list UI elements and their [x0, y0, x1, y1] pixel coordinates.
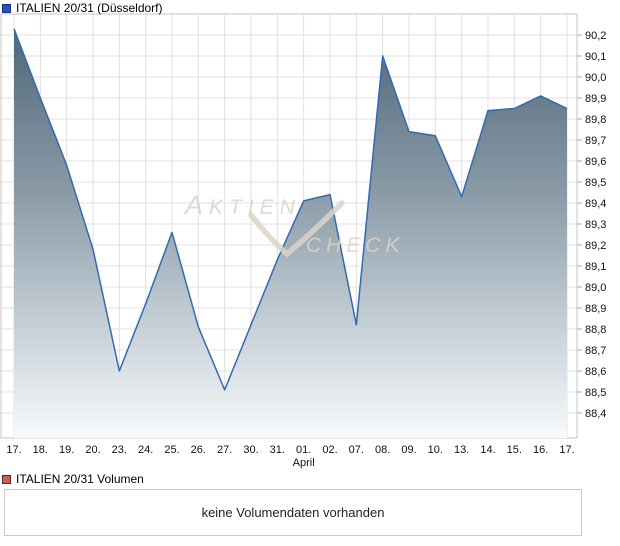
- svg-text:89,2: 89,2: [585, 240, 606, 252]
- svg-text:88,9: 88,9: [585, 303, 606, 315]
- svg-text:09.: 09.: [401, 444, 416, 456]
- svg-text:23.: 23.: [112, 444, 127, 456]
- svg-text:26.: 26.: [191, 444, 206, 456]
- svg-text:CHECK: CHECK: [306, 234, 405, 257]
- month-label: April: [293, 457, 315, 469]
- svg-text:88,4: 88,4: [585, 408, 606, 420]
- svg-text:88,5: 88,5: [585, 387, 606, 399]
- svg-text:88,7: 88,7: [585, 345, 606, 357]
- svg-text:89,6: 89,6: [585, 156, 606, 168]
- svg-text:27.: 27.: [217, 444, 232, 456]
- svg-text:01.: 01.: [296, 444, 311, 456]
- svg-text:89,7: 89,7: [585, 135, 606, 147]
- svg-text:AKTIEN: AKTIEN: [183, 190, 301, 220]
- svg-text:89,9: 89,9: [585, 93, 606, 105]
- volume-series-swatch-icon: [2, 474, 11, 484]
- x-axis-labels: 17. 18. 19. 20. 23. 24. 25. 26. 27. 30. 31. 01. 02. 0…: [6, 444, 574, 469]
- svg-text:88,6: 88,6: [585, 366, 606, 378]
- chart-title: ITALIEN 20/31 (Düsseldorf): [16, 1, 163, 15]
- svg-text:89,8: 89,8: [585, 114, 606, 126]
- volume-empty-message: keine Volumendaten vorhanden: [201, 505, 385, 520]
- svg-text:17.: 17.: [6, 444, 21, 456]
- svg-text:13.: 13.: [454, 444, 469, 456]
- svg-text:90,0: 90,0: [585, 72, 606, 84]
- price-series-swatch-icon: [2, 3, 11, 13]
- y-axis-labels: 90,2 90,1 90,0 89,9 89,8 89,7 89,6 89,5 89,4 89,3…: [577, 30, 606, 420]
- svg-text:08.: 08.: [375, 444, 390, 456]
- svg-text:89,5: 89,5: [585, 177, 606, 189]
- svg-text:89,1: 89,1: [585, 261, 606, 273]
- svg-text:10.: 10.: [428, 444, 443, 456]
- svg-text:88,8: 88,8: [585, 324, 606, 336]
- svg-text:02.: 02.: [322, 444, 337, 456]
- svg-text:89,4: 89,4: [585, 198, 606, 210]
- svg-text:19.: 19.: [59, 444, 74, 456]
- svg-text:90,1: 90,1: [585, 51, 606, 63]
- svg-text:89,3: 89,3: [585, 219, 606, 231]
- svg-text:24.: 24.: [138, 444, 153, 456]
- svg-text:30.: 30.: [243, 444, 258, 456]
- watermark-check-icon: [248, 200, 345, 258]
- svg-text:15.: 15.: [507, 444, 522, 456]
- svg-text:89,0: 89,0: [585, 282, 606, 294]
- price-line: [13, 28, 568, 391]
- svg-text:17.: 17.: [559, 444, 574, 456]
- volume-header: ITALIEN 20/31 Volumen: [2, 473, 144, 485]
- svg-text:16.: 16.: [533, 444, 548, 456]
- svg-text:31.: 31.: [270, 444, 285, 456]
- volume-title: ITALIEN 20/31 Volumen: [16, 472, 144, 486]
- price-area-fill: [14, 28, 567, 438]
- volume-empty-panel: keine Volumendaten vorhanden: [4, 489, 582, 536]
- svg-text:90,2: 90,2: [585, 30, 606, 42]
- svg-text:18.: 18.: [33, 444, 48, 456]
- svg-text:20.: 20.: [85, 444, 100, 456]
- svg-text:07.: 07.: [349, 444, 364, 456]
- chart-header: ITALIEN 20/31 (Düsseldorf): [2, 2, 163, 14]
- svg-text:14.: 14.: [480, 444, 495, 456]
- svg-text:25.: 25.: [164, 444, 179, 456]
